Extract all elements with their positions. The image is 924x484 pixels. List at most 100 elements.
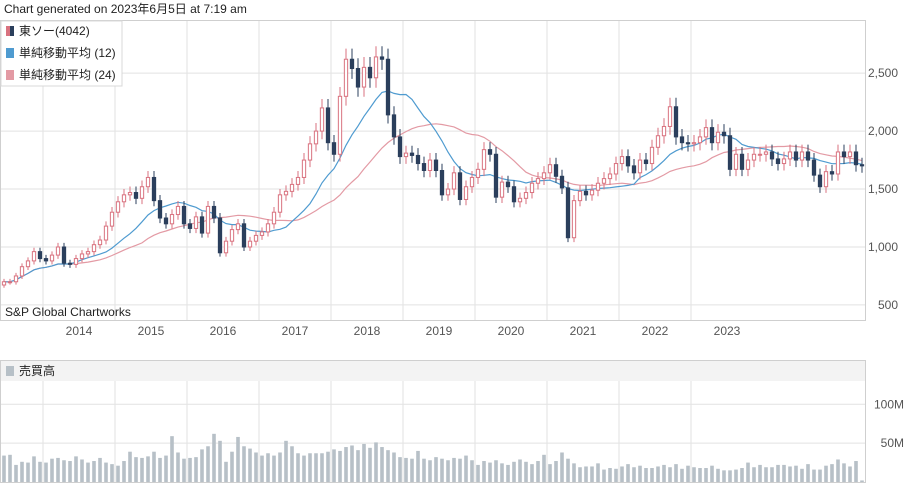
volume-bar (392, 452, 396, 482)
volume-legend-label: 売買高 (19, 363, 55, 378)
volume-bar (794, 465, 798, 482)
candle-down (709, 127, 715, 144)
x-axis: 2014 2015 2016 2017 2018 2019 2020 2021 2022 2023 (66, 324, 741, 338)
volume-bar (722, 470, 726, 482)
volume-bar (554, 461, 558, 482)
volume-bar (404, 457, 408, 482)
volume-bar (848, 466, 852, 482)
volume-bar (440, 458, 444, 482)
candle-up (271, 211, 277, 225)
candle-up (637, 159, 643, 174)
candle-up (253, 234, 259, 242)
volume-bar (320, 453, 324, 482)
volume-bar (470, 460, 474, 482)
candle-up (283, 190, 289, 196)
candle-up (667, 106, 673, 127)
volume-bar (500, 463, 504, 482)
volume-bar (242, 446, 246, 482)
candle-down (151, 176, 157, 202)
candle-up (535, 178, 541, 184)
chart-generated-text: Chart generated on 2023年6月5日 at 7:19 am (4, 2, 247, 16)
legend-label-stock: 東ソー(4042) (19, 24, 90, 38)
price-y-tick-label: 2,000 (868, 124, 898, 138)
volume-bar (758, 464, 762, 482)
legend-item-ma12[interactable]: 単純移動平均 (12) (6, 46, 116, 60)
volume-bar (728, 470, 732, 482)
volume-bar (488, 462, 492, 482)
volume-bar (704, 468, 708, 482)
candle-down (397, 136, 403, 158)
x-tick-label: 2022 (642, 324, 669, 338)
volume-bar (38, 461, 42, 482)
candle-down (631, 165, 637, 174)
candle-up (79, 253, 85, 260)
volume-bar (656, 466, 660, 482)
volume-bar (344, 447, 348, 482)
volume-bar (164, 455, 168, 482)
volume-bar (752, 467, 756, 482)
volume-bar (188, 457, 192, 482)
candle-up (127, 192, 133, 196)
candle-up (655, 135, 661, 148)
volume-bar (302, 455, 306, 482)
candle-up (517, 197, 523, 203)
candle-down (811, 159, 817, 176)
volume-legend[interactable]: 売買高 (6, 363, 55, 378)
candle-up (361, 66, 367, 88)
volume-bar (482, 461, 486, 482)
volume-bar (26, 462, 30, 482)
candle-up (25, 260, 31, 268)
candle-up (823, 171, 829, 188)
candle-up (799, 151, 805, 161)
candle-up (649, 146, 655, 165)
candle-down (409, 152, 415, 156)
volume-bar (68, 461, 72, 482)
candle-up (403, 152, 409, 158)
price-legend: 東ソー(4042) 単純移動平均 (12) 単純移動平均 (24) (0, 20, 123, 87)
volume-bar (2, 455, 6, 482)
volume-bar (806, 464, 810, 482)
volume-bar (800, 468, 804, 482)
volume-bar (362, 443, 366, 482)
volume-bar (284, 440, 288, 482)
x-tick-label: 2014 (66, 324, 93, 338)
candle-down (181, 205, 187, 225)
candle-down (853, 151, 859, 166)
candle-down (331, 142, 337, 155)
candle-down (841, 151, 847, 158)
legend-item-ma24[interactable]: 単純移動平均 (24) (6, 68, 116, 82)
candle-down (739, 153, 745, 170)
candle-up (661, 125, 667, 137)
candle-up (31, 251, 37, 262)
candle-up (91, 244, 97, 253)
ma24-line (4, 123, 863, 283)
candle-down (505, 181, 511, 188)
candle-down (493, 153, 499, 198)
volume-bar (308, 453, 312, 482)
candle-down (721, 131, 727, 137)
candle-up (73, 258, 79, 265)
price-panel: 500 1,000 1,500 2,000 2,500 (0, 20, 898, 321)
legend-item-stock[interactable]: 東ソー(4042) (6, 24, 90, 38)
candle-swatch-icon (6, 26, 10, 36)
candle-up (121, 194, 127, 203)
volume-bar (746, 462, 750, 482)
candle-up (295, 176, 301, 185)
volume-bar (182, 458, 186, 482)
legend-label-ma24: 単純移動平均 (24) (19, 68, 116, 82)
volume-bar (428, 460, 432, 482)
volume-bar (638, 465, 642, 482)
candle-down (385, 58, 391, 116)
candle-down (43, 258, 49, 262)
volume-y-tick-label: 50M (881, 436, 904, 450)
volume-bar (572, 463, 576, 482)
candle-down (391, 114, 397, 138)
volume-bar (194, 457, 198, 482)
candle-up (691, 142, 697, 145)
candle-up (301, 159, 307, 178)
candle-up (475, 168, 481, 178)
volume-bar (596, 463, 600, 482)
candle-down (439, 170, 445, 196)
volume-bar (590, 466, 594, 482)
candle-down (187, 223, 193, 229)
